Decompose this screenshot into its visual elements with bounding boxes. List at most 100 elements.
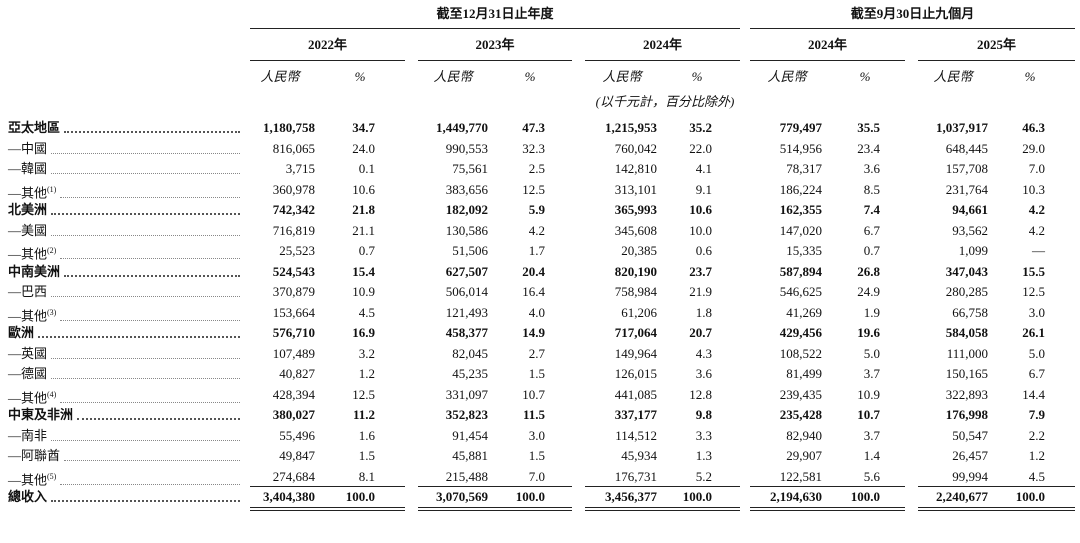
cell: 111,000 bbox=[946, 345, 988, 361]
cell: 22.0 bbox=[689, 140, 712, 156]
footnote-ref: (1) bbox=[47, 184, 57, 194]
cell: 47.3 bbox=[522, 120, 545, 135]
cell: 24.0 bbox=[352, 140, 375, 156]
cell: 51,506 bbox=[452, 243, 488, 258]
rule bbox=[250, 506, 405, 508]
label-text: —其他(2) bbox=[8, 246, 57, 262]
cell: 3,715 bbox=[285, 161, 315, 176]
cell: 32.3 bbox=[522, 140, 545, 156]
cell: 0.7 bbox=[358, 243, 375, 258]
cell: 546,625 bbox=[779, 284, 822, 299]
footnote-ref: (4) bbox=[47, 389, 57, 399]
cell: 383,656 bbox=[445, 181, 488, 197]
year-header: 2024年 bbox=[807, 37, 847, 52]
cell: 1.5 bbox=[528, 448, 545, 463]
label-text: 總收入 bbox=[8, 489, 48, 504]
cell: 29.0 bbox=[1022, 140, 1045, 156]
rule bbox=[418, 509, 572, 511]
currency-header: 人民幣 bbox=[433, 69, 473, 84]
cell: 19.6 bbox=[857, 325, 880, 340]
cell: 758,984 bbox=[614, 284, 657, 299]
rule bbox=[750, 506, 905, 508]
rule bbox=[585, 509, 740, 511]
cell: 322,893 bbox=[945, 386, 988, 402]
rule bbox=[750, 28, 1075, 29]
cell: 107,489 bbox=[272, 345, 315, 361]
cell: 3.3 bbox=[695, 427, 712, 443]
cell: 12.5 bbox=[352, 386, 375, 402]
label-text: —其他(5) bbox=[8, 471, 57, 487]
cell: 4.2 bbox=[528, 222, 545, 238]
cell: 779,497 bbox=[779, 120, 822, 135]
footnote-ref: (2) bbox=[47, 246, 57, 255]
cell: 126,015 bbox=[614, 366, 657, 381]
rule bbox=[585, 60, 740, 61]
cell: 100.0 bbox=[850, 489, 880, 504]
cell: 20,385 bbox=[621, 243, 657, 258]
cell: 121,493 bbox=[445, 304, 488, 320]
cell: 176,731 bbox=[614, 468, 657, 484]
cell: 142,810 bbox=[614, 161, 657, 176]
cell: 49,847 bbox=[279, 448, 315, 463]
rule bbox=[250, 486, 405, 487]
cell: 7.4 bbox=[863, 202, 880, 217]
cell: 2,240,677 bbox=[936, 489, 988, 504]
cell: 3.6 bbox=[863, 161, 880, 176]
cell: 3,456,377 bbox=[605, 489, 657, 504]
dot-leader bbox=[51, 500, 240, 502]
cell: 15.5 bbox=[1022, 263, 1045, 279]
cell: 7.0 bbox=[528, 468, 545, 484]
cell: 25,523 bbox=[279, 243, 315, 258]
cell: 2,194,630 bbox=[770, 489, 822, 504]
row-label: 總收入 bbox=[8, 489, 244, 505]
cell: 35.2 bbox=[689, 120, 712, 135]
dot-leader bbox=[51, 152, 240, 154]
row-label: —中國 bbox=[8, 141, 244, 157]
currency-header: 人民幣 bbox=[767, 69, 807, 84]
cell: 717,064 bbox=[614, 325, 657, 340]
label-text: —巴西 bbox=[8, 284, 48, 299]
cell: 94,661 bbox=[952, 202, 988, 217]
cell: 441,085 bbox=[614, 386, 657, 402]
cell: 10.9 bbox=[352, 284, 375, 299]
cell: 458,377 bbox=[445, 325, 488, 340]
label-text: —其他(3) bbox=[8, 307, 57, 323]
label-text: 北美洲 bbox=[8, 202, 48, 217]
cell: — bbox=[1032, 243, 1045, 258]
cell: 3,070,569 bbox=[436, 489, 488, 504]
cell: 15.4 bbox=[352, 263, 375, 279]
label-text: —美國 bbox=[8, 222, 48, 238]
cell: 274,684 bbox=[272, 468, 315, 484]
cell: 1.8 bbox=[695, 304, 712, 320]
rule bbox=[585, 486, 740, 487]
cell: 584,058 bbox=[945, 325, 988, 340]
cell: 360,978 bbox=[272, 181, 315, 197]
cell: 26,457 bbox=[952, 448, 988, 463]
cell: 1,099 bbox=[958, 243, 988, 258]
cell: 1.2 bbox=[1028, 448, 1045, 463]
cell: 345,608 bbox=[614, 222, 657, 238]
dot-leader bbox=[38, 336, 240, 338]
label-text: 歐洲 bbox=[8, 325, 35, 340]
cell: 5.2 bbox=[695, 468, 712, 484]
cell: 20.4 bbox=[522, 263, 545, 279]
cell: 75,561 bbox=[452, 161, 488, 176]
cell: 186,224 bbox=[779, 181, 822, 197]
cell: 10.3 bbox=[1022, 181, 1045, 197]
cell: 1,180,758 bbox=[263, 120, 315, 135]
rule bbox=[418, 486, 572, 487]
cell: 12.8 bbox=[689, 386, 712, 402]
percent-header: % bbox=[859, 69, 871, 84]
cell: 5.0 bbox=[863, 345, 880, 361]
cell: 1.4 bbox=[863, 448, 880, 463]
cell: 0.7 bbox=[863, 243, 880, 258]
cell: 11.2 bbox=[352, 407, 375, 422]
cell: 157,708 bbox=[945, 161, 988, 176]
cell: 235,428 bbox=[779, 407, 822, 422]
cell: 153,664 bbox=[272, 304, 315, 320]
cell: 46.3 bbox=[1022, 120, 1045, 135]
percent-header: % bbox=[354, 69, 366, 84]
cell: 990,553 bbox=[445, 140, 488, 156]
cell: 100.0 bbox=[345, 489, 375, 504]
